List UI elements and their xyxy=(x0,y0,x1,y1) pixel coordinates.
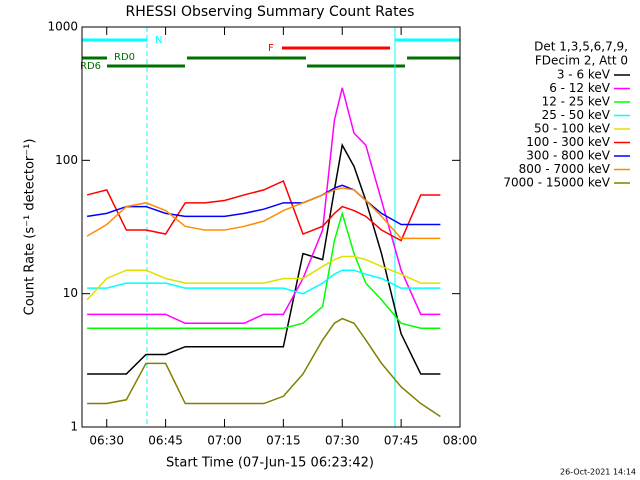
x-tick-label: 07:45 xyxy=(384,434,419,448)
series-line xyxy=(86,184,441,226)
legend-header: FDecim 2, Att 0 xyxy=(535,54,628,68)
y-tick-label: 10 xyxy=(63,286,78,300)
series-line xyxy=(86,255,441,301)
series-line xyxy=(87,269,441,295)
series-line xyxy=(87,210,441,330)
legend-label: 100 - 300 keV xyxy=(526,135,610,149)
legend-header: Det 1,3,5,6,7,9, xyxy=(534,40,628,54)
y-tick-label: 1000 xyxy=(47,20,78,34)
flare-label: F xyxy=(268,43,274,54)
series-line xyxy=(87,142,441,375)
series-line xyxy=(86,187,441,240)
legend-label: 800 - 7000 keV xyxy=(519,162,611,176)
legend-label: 12 - 25 keV xyxy=(542,95,611,109)
night-label: N xyxy=(155,35,162,46)
x-tick-label: 07:00 xyxy=(207,434,242,448)
x-tick-label: 08:00 xyxy=(443,434,478,448)
footer: 26-Oct-2021 14:14 xyxy=(560,468,636,477)
x-tick-label: 06:30 xyxy=(89,434,124,448)
legend-label: 300 - 800 keV xyxy=(526,149,610,163)
y-tick-label: 100 xyxy=(55,153,78,167)
legend-label: 25 - 50 keV xyxy=(542,108,611,122)
legend-label: 50 - 100 keV xyxy=(534,122,611,136)
legend-label: 6 - 12 keV xyxy=(549,81,611,95)
x-tick-label: 07:30 xyxy=(325,434,360,448)
series-line xyxy=(86,179,441,242)
series-line xyxy=(87,87,441,324)
legend-label: 7000 - 15000 keV xyxy=(503,176,610,190)
y-axis-label: Count Rate (s⁻¹ detector⁻¹) xyxy=(23,139,38,316)
legend-label: 3 - 6 keV xyxy=(557,68,611,82)
rd6-label: RD6 xyxy=(80,61,101,72)
series-line xyxy=(87,317,441,418)
x-axis-label: Start Time (07-Jun-15 06:23:42) xyxy=(166,456,374,471)
chart-title: RHESSI Observing Summary Count Rates xyxy=(126,4,415,20)
y-tick-label: 1 xyxy=(70,420,78,434)
rd0-label: RD0 xyxy=(114,52,135,63)
plot-frame xyxy=(81,26,461,428)
x-tick-label: 06:45 xyxy=(148,434,183,448)
x-tick-label: 07:15 xyxy=(266,434,301,448)
